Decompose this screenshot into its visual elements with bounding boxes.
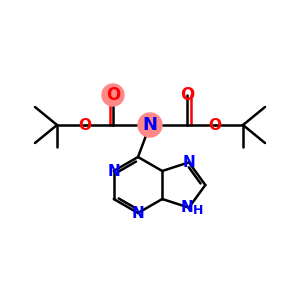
Circle shape (138, 113, 162, 137)
Text: N: N (107, 164, 120, 178)
Text: O: O (106, 86, 120, 104)
Circle shape (102, 84, 124, 106)
Text: N: N (182, 155, 195, 170)
Text: O: O (208, 118, 221, 133)
Text: O: O (79, 118, 92, 133)
Text: O: O (180, 86, 194, 104)
Text: N: N (142, 116, 158, 134)
Text: H: H (193, 204, 203, 217)
Text: N: N (132, 206, 144, 220)
Text: N: N (181, 200, 193, 215)
